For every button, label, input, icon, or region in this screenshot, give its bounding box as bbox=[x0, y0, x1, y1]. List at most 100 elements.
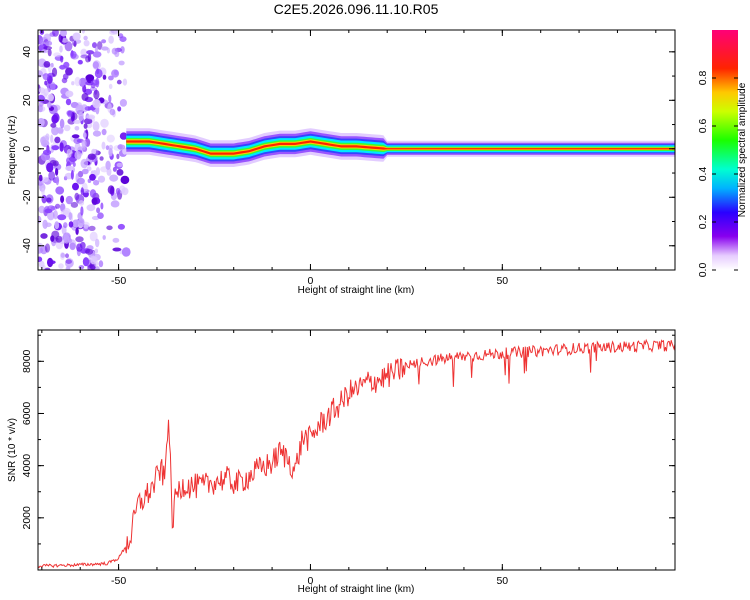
noise-blob bbox=[81, 93, 89, 101]
noise-blob bbox=[47, 260, 56, 265]
spectrogram-x-axis-label: Height of straight line (km) bbox=[298, 285, 415, 296]
noise-blob bbox=[74, 151, 82, 160]
noise-blob bbox=[89, 189, 97, 198]
noise-blob bbox=[59, 45, 63, 53]
noise-blob bbox=[63, 61, 70, 69]
snr-y-tick-label: 6000 bbox=[21, 402, 33, 426]
noise-blob bbox=[92, 130, 102, 137]
noise-blob bbox=[60, 30, 67, 37]
noise-blob bbox=[44, 267, 51, 270]
noise-blob bbox=[53, 52, 61, 58]
noise-blob bbox=[116, 153, 120, 160]
noise-blob bbox=[73, 137, 81, 144]
noise-blob bbox=[92, 61, 99, 69]
noise-blob bbox=[40, 136, 47, 145]
noise-blob bbox=[71, 81, 75, 86]
noise-blob bbox=[44, 80, 48, 86]
noise-blob bbox=[47, 101, 52, 109]
noise-blob bbox=[60, 55, 64, 63]
noise-blob bbox=[101, 141, 106, 150]
noise-blob bbox=[119, 132, 128, 140]
snr-x-tick-label: 50 bbox=[496, 575, 508, 587]
noise-blob bbox=[55, 203, 61, 209]
noise-blob bbox=[116, 169, 124, 176]
noise-blob bbox=[60, 195, 65, 203]
noise-blob bbox=[110, 200, 120, 208]
noise-blob bbox=[80, 158, 89, 169]
noise-blob bbox=[65, 98, 72, 106]
noise-blob bbox=[66, 156, 75, 165]
noise-blob bbox=[69, 242, 76, 251]
noise-blob bbox=[95, 77, 100, 88]
snr-x-axis-label: Height of straight line (km) bbox=[298, 584, 415, 595]
snr-y-tick-label: 4000 bbox=[21, 454, 33, 478]
noise-blob bbox=[65, 90, 74, 98]
noise-blob bbox=[122, 147, 128, 155]
noise-blob bbox=[83, 35, 88, 41]
noise-blob bbox=[86, 114, 96, 120]
colorbar-tick-label: 0.6 bbox=[697, 119, 709, 134]
noise-blob bbox=[89, 231, 98, 242]
noise-blob bbox=[51, 126, 59, 136]
noise-blob bbox=[102, 235, 106, 240]
noise-blob bbox=[52, 113, 60, 123]
noise-blob bbox=[65, 67, 73, 76]
ridge-band bbox=[126, 139, 675, 156]
noise-blob bbox=[42, 176, 49, 183]
noise-blob bbox=[120, 175, 130, 185]
noise-blob bbox=[38, 205, 46, 214]
noise-blob bbox=[77, 170, 84, 178]
noise-blob bbox=[100, 202, 104, 210]
noise-blob bbox=[65, 266, 71, 270]
noise-blob bbox=[70, 170, 74, 180]
spectrogram-y-tick-label: -40 bbox=[21, 238, 33, 253]
noise-blob bbox=[68, 221, 74, 228]
colorbar-tick-label: 0.8 bbox=[697, 71, 709, 86]
noise-blob bbox=[94, 68, 103, 79]
snr-x-tick-label: -50 bbox=[111, 575, 126, 587]
noise-blob bbox=[91, 197, 98, 206]
noise-blob bbox=[111, 47, 118, 55]
noise-blob bbox=[78, 200, 85, 206]
noise-blob bbox=[92, 99, 101, 109]
noise-blob bbox=[112, 237, 120, 243]
noise-blob bbox=[92, 42, 97, 49]
noise-blob bbox=[115, 187, 121, 195]
noise-blob bbox=[49, 82, 56, 91]
noise-blob bbox=[51, 145, 60, 151]
noise-blob bbox=[55, 186, 65, 195]
snr-x-tick-label: 0 bbox=[308, 575, 314, 587]
noise-blob bbox=[83, 40, 90, 47]
noise-blob bbox=[80, 187, 85, 196]
noise-blob bbox=[99, 156, 104, 161]
noise-blob bbox=[108, 35, 114, 44]
spectrogram-y-tick-label: 40 bbox=[21, 46, 33, 58]
noise-blob bbox=[85, 74, 95, 82]
noise-blob bbox=[93, 89, 100, 100]
noise-blob bbox=[44, 243, 51, 253]
noise-blob bbox=[94, 248, 99, 254]
noise-blob bbox=[50, 134, 54, 143]
noise-blob bbox=[45, 194, 54, 204]
noise-blob bbox=[43, 61, 51, 68]
noise-blob bbox=[92, 121, 100, 132]
noise-blob bbox=[53, 210, 58, 220]
noise-blob bbox=[41, 265, 46, 270]
noise-blob bbox=[71, 112, 78, 121]
noise-blob bbox=[66, 148, 72, 158]
snr-frame bbox=[37, 329, 676, 571]
snr-panel: -50 0 50 2000 4000 6000 8000 Height of straig… bbox=[7, 329, 676, 595]
noise-blob bbox=[119, 36, 127, 42]
noise-blob bbox=[38, 174, 43, 182]
noise-blob bbox=[42, 149, 52, 156]
noise-blob bbox=[78, 111, 84, 122]
spectrogram-x-ticks: -50 0 50 bbox=[41, 30, 657, 287]
noise-blob bbox=[101, 46, 109, 51]
noise-blob bbox=[55, 235, 63, 243]
snr-y-tick-label: 2000 bbox=[21, 506, 33, 530]
noise-blob bbox=[72, 182, 79, 191]
noise-blob bbox=[89, 173, 96, 181]
noise-blob bbox=[105, 160, 111, 170]
noise-blob bbox=[43, 88, 49, 96]
noise-blob bbox=[45, 222, 52, 228]
